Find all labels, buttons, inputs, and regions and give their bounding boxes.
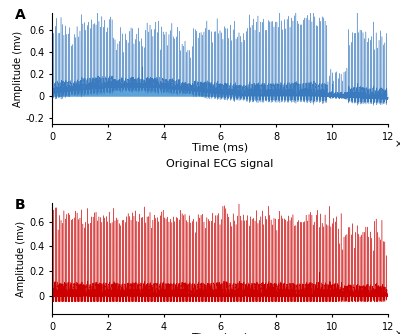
- X-axis label: Time (ms): Time (ms): [192, 143, 248, 153]
- Text: ×10⁴: ×10⁴: [395, 329, 400, 334]
- Text: B: B: [15, 198, 26, 212]
- Text: Original ECG signal: Original ECG signal: [166, 159, 274, 169]
- Y-axis label: Amplitude (mv): Amplitude (mv): [16, 221, 26, 297]
- Y-axis label: Amplitude (mv): Amplitude (mv): [13, 30, 23, 107]
- Text: A: A: [15, 8, 26, 22]
- X-axis label: Time (ms): Time (ms): [192, 333, 248, 334]
- Text: ×10⁴: ×10⁴: [395, 139, 400, 149]
